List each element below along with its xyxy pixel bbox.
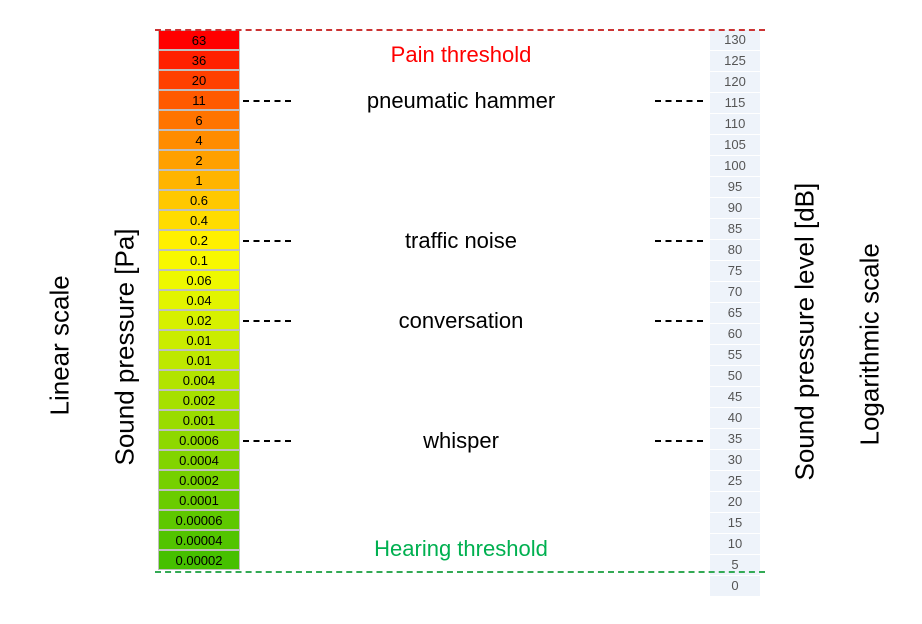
db-cell: 10	[710, 534, 760, 554]
db-cell: 100	[710, 156, 760, 176]
pa-cell: 0.2	[158, 230, 240, 250]
pa-cell: 0.04	[158, 290, 240, 310]
connector-dash	[243, 440, 291, 442]
pa-cell: 36	[158, 50, 240, 70]
connector-dash	[655, 320, 703, 322]
pa-cell: 0.1	[158, 250, 240, 270]
pa-cell: 0.0002	[158, 470, 240, 490]
pa-cell: 20	[158, 70, 240, 90]
pa-cell: 0.004	[158, 370, 240, 390]
db-cell: 95	[710, 177, 760, 197]
db-cell: 0	[710, 576, 760, 596]
pa-cell: 0.0006	[158, 430, 240, 450]
label-sound-pressure-level: Sound pressure level [dB]	[790, 151, 821, 481]
pa-cell: 0.001	[158, 410, 240, 430]
pa-cell: 0.0001	[158, 490, 240, 510]
connector-dash	[243, 240, 291, 242]
db-cell: 45	[710, 387, 760, 407]
pa-cell: 0.00004	[158, 530, 240, 550]
db-cell: 35	[710, 429, 760, 449]
connector-dash	[243, 100, 291, 102]
connector-dash	[243, 320, 291, 322]
pa-cell: 0.6	[158, 190, 240, 210]
db-cell: 30	[710, 450, 760, 470]
connector-dash	[655, 240, 703, 242]
db-cell: 60	[710, 324, 760, 344]
pa-cell: 1	[158, 170, 240, 190]
pa-cell: 0.4	[158, 210, 240, 230]
label-sound-pressure: Sound pressure [Pa]	[110, 166, 141, 466]
sound-example-label: pneumatic hammer	[261, 88, 661, 114]
db-cell: 15	[710, 513, 760, 533]
pa-cell: 11	[158, 90, 240, 110]
sound-example-label: conversation	[261, 308, 661, 334]
db-scale-column: 1301251201151101051009590858075706560555…	[710, 30, 760, 597]
pa-cell: 63	[158, 30, 240, 50]
pa-cell: 0.0004	[158, 450, 240, 470]
hearing-threshold-label: Hearing threshold	[261, 536, 661, 562]
sound-example-label: traffic noise	[261, 228, 661, 254]
db-cell: 130	[710, 30, 760, 50]
db-cell: 110	[710, 114, 760, 134]
db-cell: 25	[710, 471, 760, 491]
label-log-scale: Logarithmic scale	[855, 186, 886, 446]
db-cell: 70	[710, 282, 760, 302]
db-cell: 65	[710, 303, 760, 323]
pa-cell: 0.01	[158, 350, 240, 370]
db-cell: 55	[710, 345, 760, 365]
db-cell: 50	[710, 366, 760, 386]
db-cell: 120	[710, 72, 760, 92]
db-cell: 90	[710, 198, 760, 218]
pa-cell: 0.02	[158, 310, 240, 330]
pa-cell: 0.00006	[158, 510, 240, 530]
db-cell: 85	[710, 219, 760, 239]
db-cell: 20	[710, 492, 760, 512]
hearing-threshold-line	[155, 571, 765, 573]
db-cell: 105	[710, 135, 760, 155]
pa-cell: 0.00002	[158, 550, 240, 570]
db-cell: 125	[710, 51, 760, 71]
db-cell: 75	[710, 261, 760, 281]
pa-cell: 4	[158, 130, 240, 150]
pa-cell: 6	[158, 110, 240, 130]
db-cell: 80	[710, 240, 760, 260]
sound-example-label: whisper	[261, 428, 661, 454]
connector-dash	[655, 440, 703, 442]
pa-cell: 0.06	[158, 270, 240, 290]
pa-cell: 0.002	[158, 390, 240, 410]
connector-dash	[655, 100, 703, 102]
pa-cell: 2	[158, 150, 240, 170]
pain-threshold-label: Pain threshold	[261, 42, 661, 68]
pa-cell: 0.01	[158, 330, 240, 350]
pa-scale-column: 6336201164210.60.40.20.10.060.040.020.01…	[158, 30, 240, 570]
pain-threshold-line	[155, 29, 765, 31]
db-cell: 40	[710, 408, 760, 428]
label-linear-scale: Linear scale	[45, 216, 76, 416]
db-cell: 115	[710, 93, 760, 113]
